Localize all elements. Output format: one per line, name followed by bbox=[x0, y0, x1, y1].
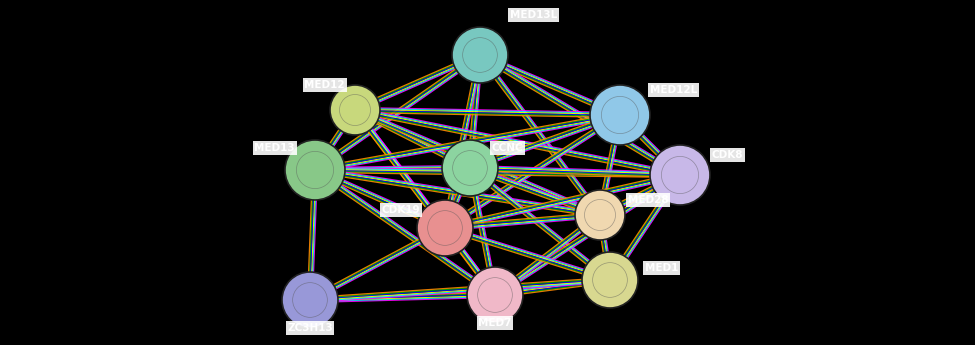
Circle shape bbox=[590, 85, 650, 145]
Circle shape bbox=[467, 267, 523, 323]
Circle shape bbox=[296, 151, 333, 189]
Text: MED13L: MED13L bbox=[510, 10, 558, 20]
Circle shape bbox=[575, 190, 625, 240]
Circle shape bbox=[285, 140, 345, 200]
Text: MED12: MED12 bbox=[304, 80, 345, 90]
Text: CCNC: CCNC bbox=[492, 143, 524, 153]
Circle shape bbox=[650, 145, 710, 205]
Circle shape bbox=[417, 200, 473, 256]
Circle shape bbox=[463, 38, 497, 72]
Text: MED28: MED28 bbox=[628, 195, 669, 205]
Text: CDK19: CDK19 bbox=[381, 205, 420, 215]
Text: MED13: MED13 bbox=[254, 143, 295, 153]
Circle shape bbox=[292, 283, 328, 317]
Circle shape bbox=[330, 85, 380, 135]
Circle shape bbox=[452, 27, 508, 83]
Circle shape bbox=[442, 140, 498, 196]
Text: MED12L: MED12L bbox=[650, 85, 697, 95]
Circle shape bbox=[339, 95, 370, 126]
Text: CDK8: CDK8 bbox=[712, 150, 744, 160]
Circle shape bbox=[428, 211, 462, 245]
Text: MED7: MED7 bbox=[479, 318, 512, 328]
Circle shape bbox=[661, 156, 699, 194]
Circle shape bbox=[593, 263, 627, 297]
Circle shape bbox=[478, 278, 512, 312]
Circle shape bbox=[582, 252, 638, 308]
Circle shape bbox=[584, 199, 615, 230]
Circle shape bbox=[452, 151, 488, 185]
Circle shape bbox=[282, 272, 338, 328]
Text: ZC3H13: ZC3H13 bbox=[287, 323, 332, 333]
Text: MED1: MED1 bbox=[645, 263, 679, 273]
Circle shape bbox=[602, 96, 639, 134]
